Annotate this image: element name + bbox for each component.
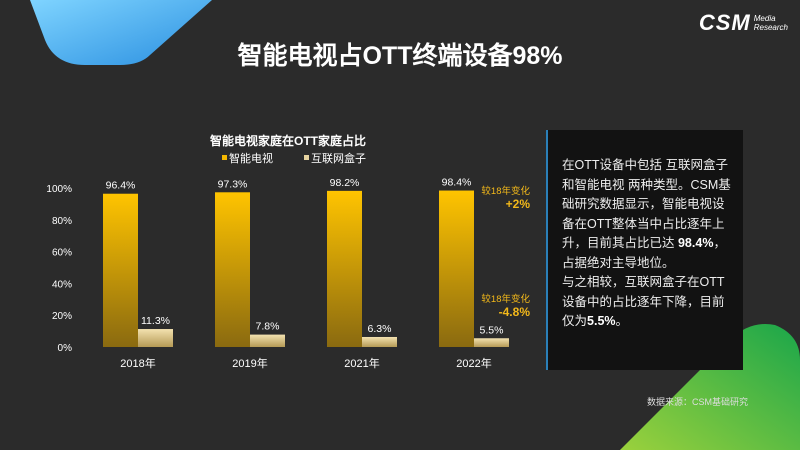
csm-logo: CSM Media Research xyxy=(698,10,788,35)
data-label: 11.3% xyxy=(141,315,170,327)
data-label: 97.3% xyxy=(218,178,248,190)
data-source: 数据来源：CSM基础研究 xyxy=(646,397,748,407)
bar-box xyxy=(362,336,397,347)
bar-box xyxy=(138,329,173,347)
legend-swatch-box xyxy=(304,155,309,160)
legend-swatch-smart-tv xyxy=(222,155,227,160)
data-label: 6.3% xyxy=(368,323,392,335)
y-tick-label: 0% xyxy=(58,343,73,354)
annotation-label: 较18年变化 xyxy=(481,293,530,305)
data-label: 98.2% xyxy=(330,177,360,189)
data-label: 7.8% xyxy=(256,321,280,333)
bar-smart-tv xyxy=(327,190,362,347)
bar-smart-tv xyxy=(103,193,138,347)
bar-smart-tv xyxy=(439,190,474,347)
legend-box: 互联网盒子 xyxy=(311,151,366,165)
data-label: 98.4% xyxy=(442,177,472,189)
page-title: 智能电视占OTT终端设备98% xyxy=(237,42,563,70)
x-tick-label: 2022年 xyxy=(456,356,491,370)
y-tick-label: 40% xyxy=(52,279,72,290)
decorative-blue-shape xyxy=(30,0,212,65)
decorative-green-shape xyxy=(620,324,800,450)
y-tick-label: 100% xyxy=(46,184,72,195)
data-label: 96.4% xyxy=(106,180,136,192)
bar-box xyxy=(474,338,509,347)
y-tick-label: 20% xyxy=(52,311,72,322)
annotation-label: 较18年变化 xyxy=(481,185,530,197)
y-tick-label: 60% xyxy=(52,248,72,259)
description-box: 在OTT设备中包括 互联网盒子 和智能电视 两种类型。CSM基础研究数据显示，智… xyxy=(546,130,743,370)
x-tick-label: 2021年 xyxy=(344,356,379,370)
legend-smart-tv: 智能电视 xyxy=(229,151,273,165)
y-tick-label: 80% xyxy=(52,216,72,227)
chart-title: 智能电视家庭在OTT家庭占比 xyxy=(209,133,366,148)
data-label: 5.5% xyxy=(480,324,504,336)
annotation-value: +2% xyxy=(506,197,531,211)
annotation-value: -4.8% xyxy=(499,305,531,319)
x-tick-label: 2019年 xyxy=(232,356,267,370)
bar-smart-tv xyxy=(215,192,250,347)
bar-box xyxy=(250,334,285,347)
x-tick-label: 2018年 xyxy=(120,356,155,370)
